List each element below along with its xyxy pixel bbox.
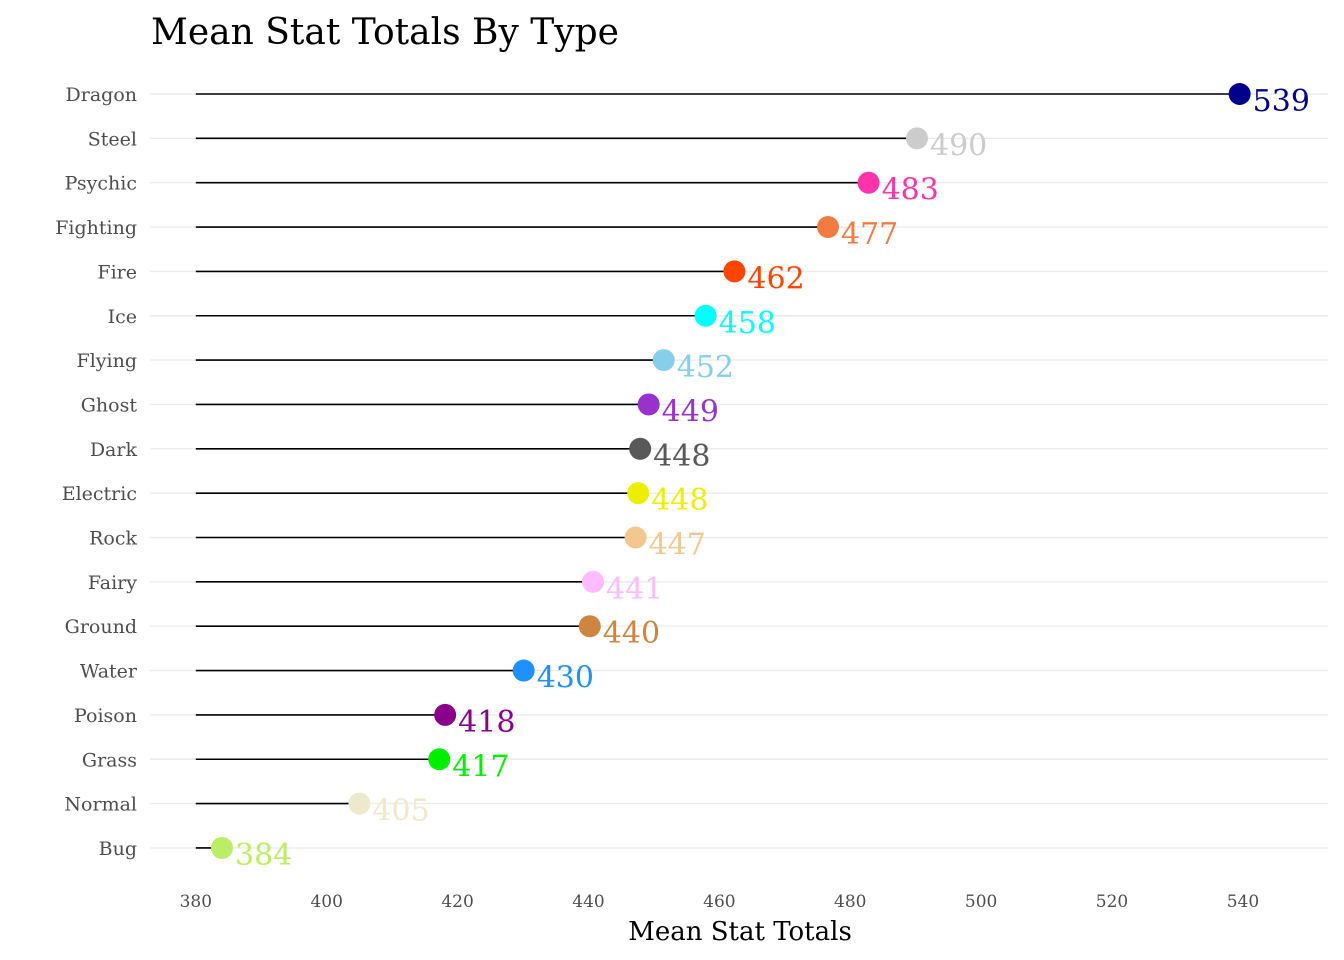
value-label-psychic: 483 [882, 173, 939, 208]
value-label-rock: 447 [649, 528, 706, 563]
y-axis-category-labels: Dragon Steel Psychic Fighting Fire Ice Flying G… [55, 84, 138, 860]
chart-title: Mean Stat Totals By Type [151, 12, 619, 53]
value-label-normal: 405 [372, 794, 429, 829]
point-dark [629, 437, 652, 460]
x-tick-520: 520 [1096, 892, 1128, 912]
point-dragon [1228, 83, 1251, 105]
value-label-flying: 452 [677, 350, 734, 385]
x-tick-500: 500 [965, 892, 997, 912]
x-tick-440: 440 [572, 892, 604, 912]
point-ice [694, 304, 717, 327]
value-label-steel: 490 [930, 128, 987, 163]
value-label-ghost: 449 [662, 394, 719, 429]
point-flying [652, 349, 675, 372]
value-label-grass: 417 [452, 749, 509, 784]
x-tick-380: 380 [180, 892, 212, 912]
point-electric [627, 482, 650, 505]
point-bug [210, 836, 233, 859]
category-label-dragon: Dragon [66, 84, 137, 106]
value-label-water: 430 [537, 661, 594, 696]
stems [195, 93, 1240, 849]
value-label-ground: 440 [603, 616, 660, 651]
category-label-ghost: Ghost [81, 394, 138, 416]
point-water [512, 659, 535, 682]
category-label-ground: Ground [65, 616, 137, 638]
category-label-electric: Electric [62, 483, 137, 505]
value-label-fairy: 441 [606, 572, 663, 607]
category-label-steel: Steel [88, 128, 137, 150]
value-label-fire: 462 [747, 261, 804, 296]
value-label-dark: 448 [653, 439, 710, 474]
point-fire [723, 260, 746, 283]
point-psychic [857, 171, 880, 194]
x-tick-400: 400 [310, 892, 342, 912]
point-steel [906, 127, 929, 150]
value-label-poison: 418 [458, 705, 515, 740]
point-ghost [637, 393, 660, 416]
category-label-flying: Flying [77, 350, 137, 372]
point-rock [624, 526, 647, 549]
category-label-dark: Dark [90, 439, 138, 461]
point-normal [348, 792, 371, 815]
x-tick-460: 460 [703, 892, 735, 912]
value-label-dragon: 539 [1253, 84, 1310, 119]
category-label-rock: Rock [89, 528, 137, 550]
x-tick-420: 420 [441, 892, 473, 912]
category-label-psychic: Psychic [65, 173, 137, 195]
point-ground [578, 615, 601, 638]
gridlines [150, 93, 1328, 849]
data-points [210, 83, 1251, 859]
category-label-bug: Bug [99, 838, 137, 860]
point-fighting [817, 216, 840, 239]
category-label-grass: Grass [82, 749, 137, 771]
x-axis-tick-labels: 380 400 420 440 460 480 500 520 540 [180, 892, 1260, 912]
category-label-poison: Poison [74, 705, 137, 727]
category-label-fire: Fire [97, 261, 137, 283]
value-label-bug: 384 [235, 838, 292, 873]
x-axis-title: Mean Stat Totals [628, 917, 852, 947]
value-labels: 539 490 483 477 462 458 452 449 448 448 447 441 440 4… [235, 84, 1310, 873]
point-poison [434, 703, 457, 726]
x-tick-480: 480 [834, 892, 866, 912]
category-label-normal: Normal [64, 794, 137, 816]
value-label-fighting: 477 [841, 217, 898, 252]
x-tick-540: 540 [1227, 892, 1259, 912]
value-label-electric: 448 [651, 483, 708, 518]
category-label-ice: Ice [108, 306, 137, 328]
value-label-ice: 458 [719, 306, 776, 341]
point-fairy [582, 570, 605, 593]
category-label-water: Water [80, 661, 138, 683]
category-label-fighting: Fighting [55, 217, 137, 239]
point-grass [428, 748, 451, 771]
category-label-fairy: Fairy [88, 572, 137, 594]
